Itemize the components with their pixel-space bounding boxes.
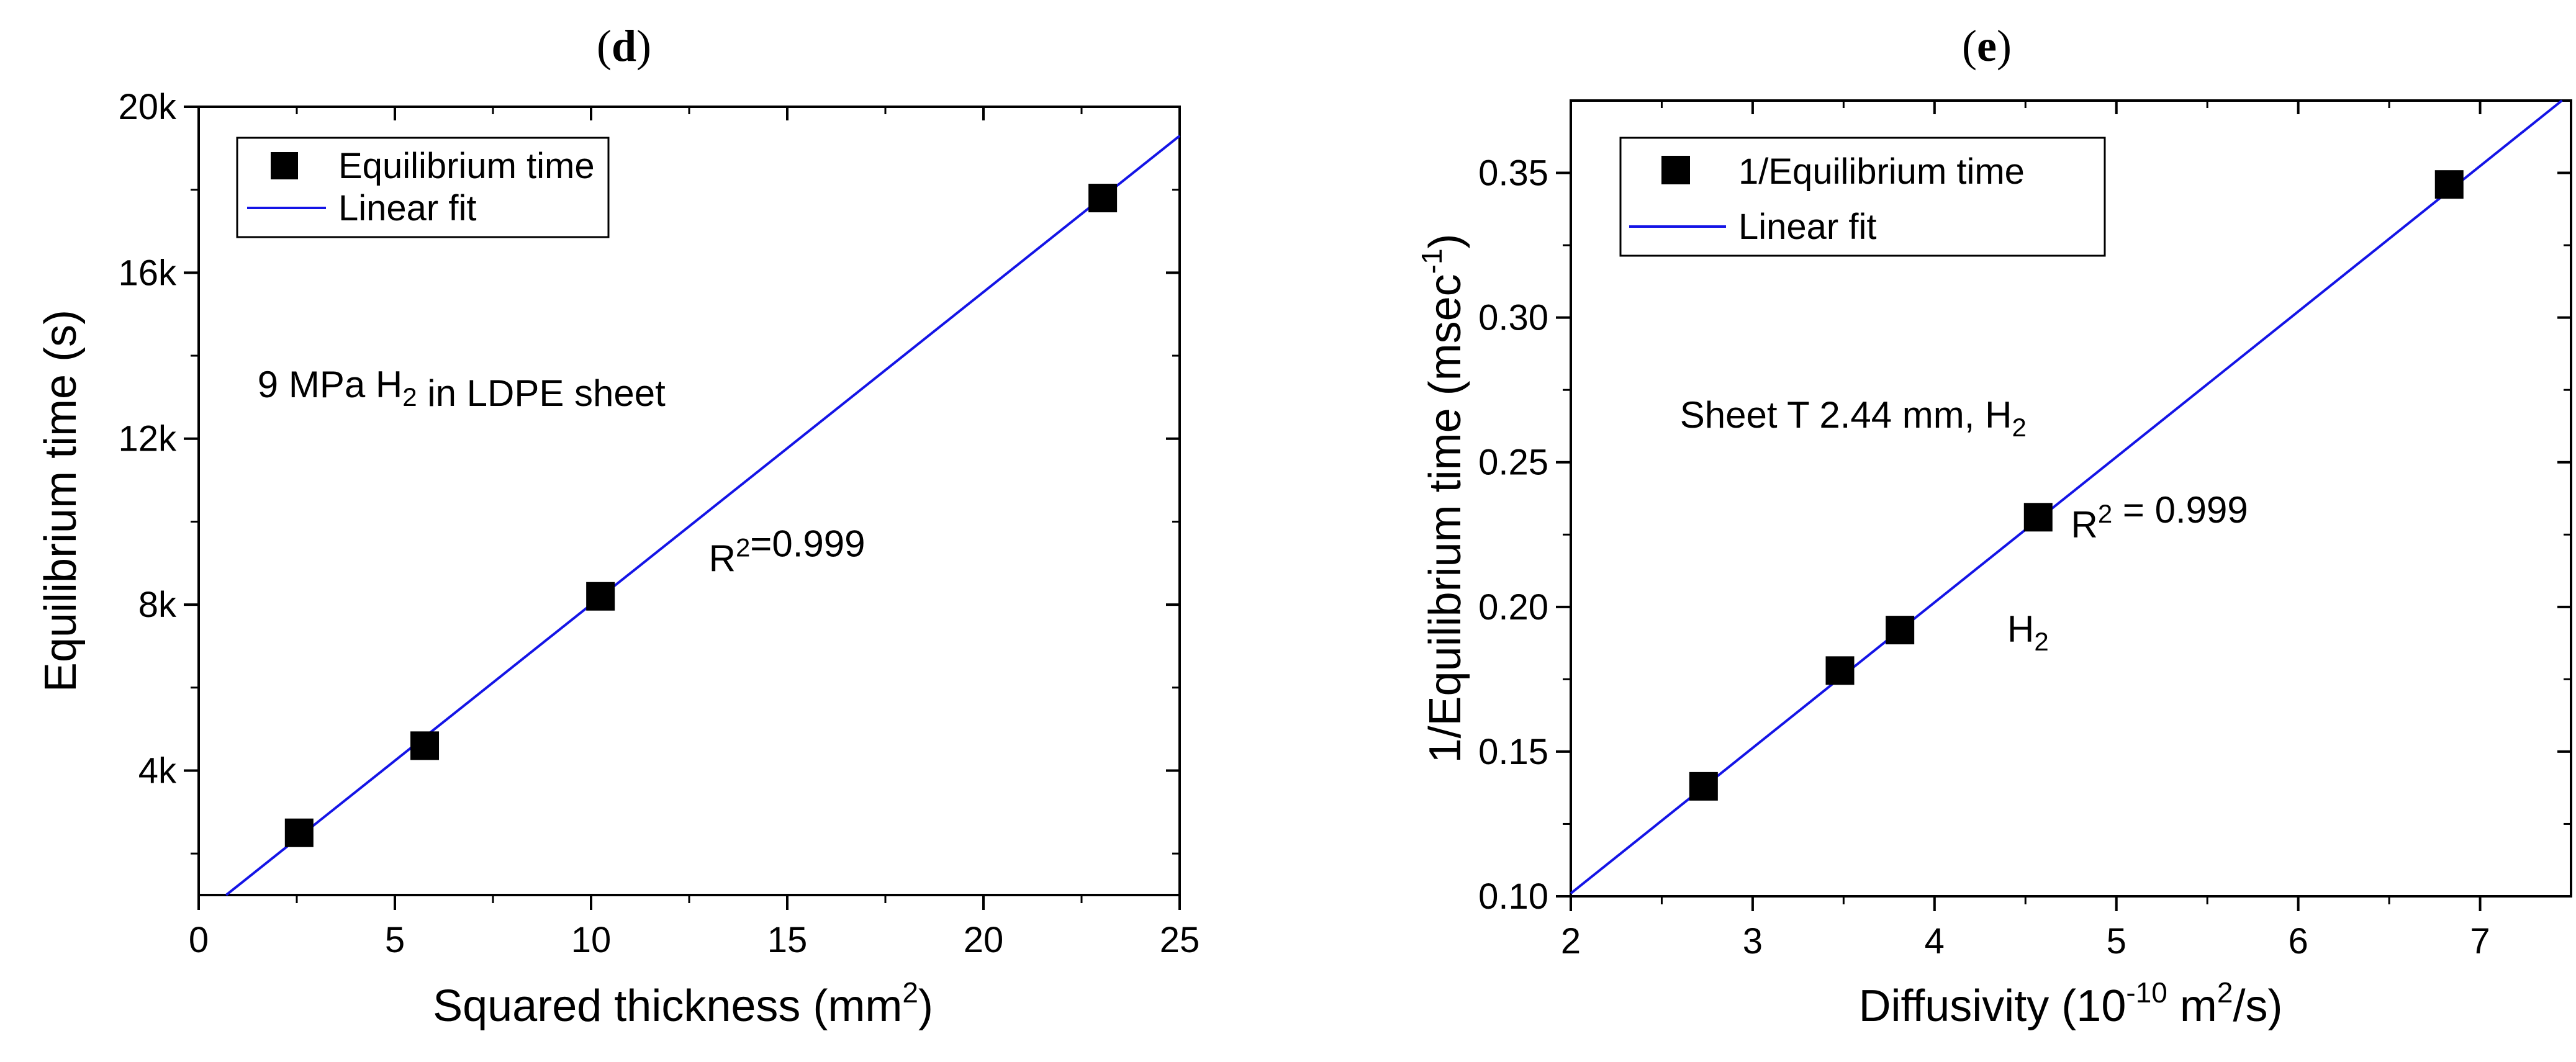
legend-e-line-label: Linear fit [1738, 207, 1876, 247]
x-tick-label-e: 4 [1925, 921, 1945, 961]
x-tick-label-e: 5 [2107, 921, 2126, 961]
x-tick-label-e: 7 [2470, 921, 2490, 961]
y-axis-label-d: Equilibrium time (s) [36, 310, 86, 692]
annotations-d: 9 MPa H2 in LDPE sheet R2=0.999 [258, 364, 865, 580]
legend-d-line-label: Linear fit [338, 188, 476, 228]
x-tick-label-d: 15 [767, 920, 808, 960]
fit-line-e [1570, 99, 2563, 894]
annotation-d: R2=0.999 [709, 523, 865, 580]
fit-layer-e [1570, 99, 2563, 894]
data-point-e [1689, 772, 1718, 801]
annotation-e: R2 = 0.999 [2071, 489, 2248, 546]
marker-layer-d [284, 184, 1118, 847]
y-tick-label-d: 8k [138, 585, 177, 625]
y-tick-label-e: 0.15 [1478, 732, 1548, 772]
data-point-e [1825, 656, 1855, 685]
chart-panel-d: (d) 0 5 10 15 20 25 4k 8k 12k 16k 20k 9 MPa H2 in … [36, 21, 1200, 1031]
x-tick-label-e: 2 [1561, 921, 1581, 961]
x-axis-label-e: Diffusivity (10-10 m2/s) [1859, 976, 2283, 1031]
x-axis-label-d: Squared thickness (mm2) [433, 976, 933, 1031]
legend-e-box [1619, 137, 2106, 257]
x-tick-label-d: 0 [189, 920, 209, 960]
legend-d-marker-label: Equilibrium time [338, 146, 595, 186]
x-tick-label-d: 25 [1160, 920, 1200, 960]
plot-frame-e [1570, 99, 2572, 898]
legend-d: Equilibrium time Linear fit [236, 137, 610, 238]
legend-d-marker-swatch [271, 152, 298, 179]
x-tick-label-d: 5 [385, 920, 405, 960]
data-point-d [410, 731, 440, 760]
y-tick-label-e: 0.10 [1478, 876, 1548, 917]
axis-ticks-e: 2 3 4 5 6 7 0.10 0.15 0.20 0.25 0.30 0.35 [1478, 101, 2571, 961]
y-tick-label-d: 20k [118, 87, 177, 127]
x-tick-label-e: 3 [1743, 921, 1763, 961]
x-tick-label-d: 20 [964, 920, 1004, 960]
legend-e-marker-swatch [1661, 156, 1690, 184]
y-tick-label-e: 0.30 [1478, 298, 1548, 338]
data-point-d [586, 582, 615, 611]
data-point-d [1088, 184, 1118, 213]
annotations-e: Sheet T 2.44 mm, H2 R2 = 0.999 H2 [1680, 394, 2248, 656]
annotation-d: 9 MPa H2 in LDPE sheet [258, 364, 666, 414]
y-axis-label-e: 1/Equilibrium time (msec-1) [1416, 233, 1470, 763]
y-tick-label-e: 0.20 [1478, 587, 1548, 628]
data-point-e [2023, 503, 2053, 532]
y-tick-label-d: 16k [118, 253, 177, 293]
data-point-e [1886, 616, 1915, 645]
panel-d-title: (d) [597, 21, 651, 71]
x-tick-label-e: 6 [2289, 921, 2308, 961]
x-tick-label-d: 10 [571, 920, 612, 960]
y-tick-label-e: 0.25 [1478, 443, 1548, 483]
y-tick-label-d: 4k [138, 750, 177, 791]
y-tick-label-e: 0.35 [1478, 153, 1548, 194]
axis-ticks-d: 0 5 10 15 20 25 4k 8k 12k 16k 20k [118, 87, 1200, 960]
data-point-e [2434, 170, 2464, 199]
fit-line-d [225, 135, 1181, 896]
legend-e: 1/Equilibrium time Linear fit [1619, 137, 2106, 257]
marker-layer-e [1689, 170, 2464, 801]
annotation-e: Sheet T 2.44 mm, H2 [1680, 394, 2027, 442]
legend-d-box [236, 137, 610, 238]
legend-e-marker-label: 1/Equilibrium time [1738, 151, 2025, 192]
annotation-e: H2 [2007, 608, 2049, 656]
y-tick-label-d: 12k [118, 419, 177, 459]
panel-e-title: (e) [1962, 21, 2012, 71]
fit-layer-d [225, 135, 1181, 896]
chart-panel-e: (e) 2 3 4 5 6 7 0.10 0.15 0.20 0.25 0.30 0.35 Sheet… [1416, 21, 2572, 1031]
data-point-d [284, 818, 314, 847]
